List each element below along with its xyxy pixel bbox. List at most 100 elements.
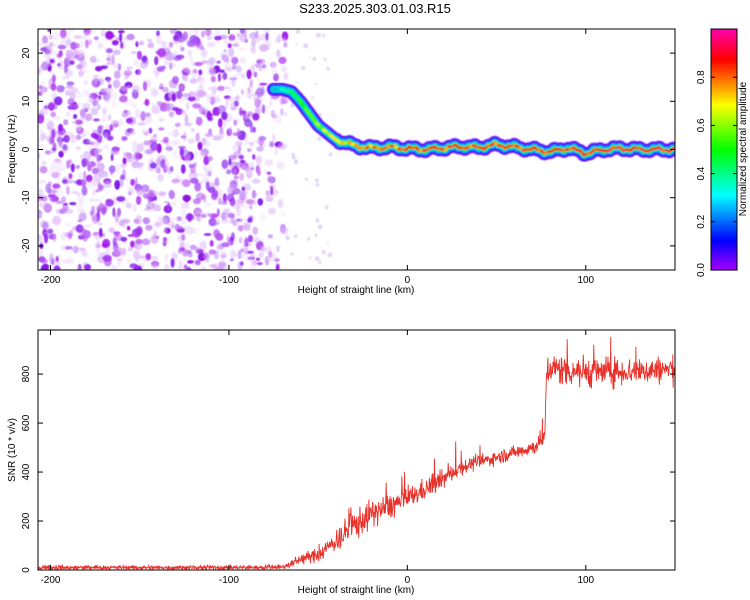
- colorbar-strip: [711, 265, 737, 269]
- colorbar-strip: [711, 237, 737, 241]
- noise-blob: [131, 84, 141, 93]
- colorbar-strip: [711, 155, 737, 159]
- noise-blob: [77, 208, 84, 214]
- noise-blob: [112, 123, 119, 128]
- noise-blob: [52, 31, 61, 41]
- noise-blob: [256, 146, 264, 152]
- colorbar-strip: [711, 89, 737, 92]
- noise-blob: [238, 34, 246, 40]
- noise-blob: [117, 30, 125, 34]
- colorbar-strip: [711, 157, 737, 161]
- noise-blob: [194, 29, 200, 36]
- noise-blob: [125, 117, 133, 124]
- noise-blob: [70, 163, 75, 173]
- noise-blob: [123, 35, 128, 42]
- noise-blob: [108, 227, 115, 234]
- noise-blob: [123, 69, 133, 77]
- noise-blob: [122, 157, 127, 165]
- colorbar-strip: [711, 145, 737, 149]
- noise-blob: [189, 78, 198, 84]
- colorbar-strip: [711, 129, 737, 133]
- noise-blob: [246, 169, 253, 179]
- noise-blob: [247, 161, 255, 171]
- noise-blob: [317, 224, 323, 230]
- noise-blob: [187, 138, 196, 144]
- colorbar-strip: [711, 213, 737, 217]
- noise-blob: [270, 185, 274, 196]
- noise-blob: [200, 195, 205, 200]
- noise-blob: [70, 103, 79, 110]
- noise-blob: [57, 123, 64, 132]
- noise-blob: [232, 169, 237, 176]
- colorbar-strip: [711, 187, 737, 191]
- noise-blob: [223, 62, 232, 72]
- noise-blob: [213, 229, 221, 239]
- noise-blob: [230, 258, 234, 262]
- noise-blob: [309, 56, 311, 59]
- noise-blob: [252, 112, 260, 121]
- colorbar-strip: [711, 167, 737, 171]
- noise-blob: [244, 119, 253, 128]
- noise-blob: [243, 249, 249, 254]
- colorbar-strip: [711, 117, 737, 120]
- noise-blob: [179, 147, 184, 157]
- colorbar-strip: [711, 85, 737, 88]
- noise-blob: [201, 265, 206, 270]
- noise-blob: [107, 91, 112, 100]
- noise-blob: [259, 213, 267, 221]
- noise-blob: [315, 182, 320, 187]
- noise-blob: [101, 107, 108, 115]
- colorbar-strip: [711, 241, 737, 245]
- noise-blob: [184, 123, 189, 127]
- noise-blob: [129, 185, 135, 196]
- noise-blob: [76, 203, 84, 211]
- noise-blob: [160, 40, 167, 48]
- noise-blob: [223, 208, 231, 216]
- noise-blob: [206, 110, 212, 120]
- noise-blob: [75, 119, 83, 125]
- colorbar-strip: [711, 203, 737, 207]
- noise-blob: [229, 249, 237, 259]
- noise-blob: [89, 55, 97, 63]
- noise-blob: [187, 251, 193, 258]
- noise-blob: [97, 104, 101, 111]
- noise-blob: [156, 66, 165, 72]
- noise-blob: [150, 141, 159, 152]
- colorbar-strip: [711, 55, 737, 58]
- noise-blob: [170, 29, 175, 36]
- noise-blob: [66, 81, 75, 86]
- noise-blob: [228, 88, 233, 94]
- noise-blob: [50, 82, 57, 91]
- colorbar-strip: [711, 229, 737, 233]
- noise-blob: [240, 261, 244, 266]
- noise-blob: [204, 166, 213, 176]
- noise-blob: [195, 132, 200, 143]
- colorbar-strip: [711, 91, 737, 94]
- colorbar-frame: [710, 28, 738, 271]
- noise-blob: [196, 211, 203, 215]
- noise-blob: [183, 151, 191, 161]
- noise-blob: [129, 263, 138, 269]
- noise-blob: [168, 93, 173, 102]
- noise-blob: [239, 107, 243, 117]
- noise-blob: [38, 68, 41, 76]
- noise-blob: [212, 135, 222, 141]
- colorbar-strip: [711, 139, 737, 143]
- noise-blob: [160, 160, 165, 169]
- colorbar-strip: [711, 233, 737, 237]
- noise-blob: [183, 74, 189, 80]
- noise-blob: [199, 50, 208, 56]
- noise-blob: [239, 217, 248, 226]
- noise-blob: [52, 183, 61, 189]
- noise-blob: [49, 58, 55, 64]
- noise-blob: [232, 132, 241, 136]
- noise-blob: [214, 29, 222, 37]
- noise-blob: [281, 37, 287, 43]
- noise-blob: [194, 61, 203, 67]
- noise-blob: [63, 119, 69, 126]
- noise-blob: [207, 213, 212, 217]
- noise-blob: [205, 181, 210, 191]
- noise-blob: [74, 90, 82, 98]
- noise-blob: [51, 128, 56, 139]
- noise-blob: [145, 112, 151, 117]
